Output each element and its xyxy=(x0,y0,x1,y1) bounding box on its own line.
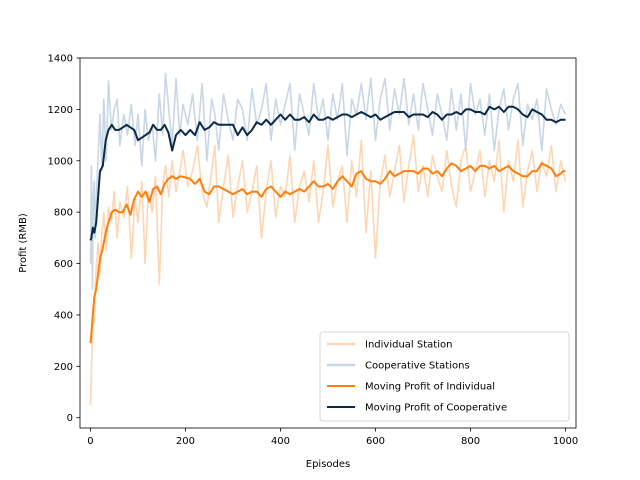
y-axis-ticks: 0 200 400 600 800 1000 1200 1400 xyxy=(48,54,80,424)
x-tick-label: 400 xyxy=(271,436,290,447)
x-tick-label: 600 xyxy=(366,436,385,447)
y-tick-label: 800 xyxy=(54,208,73,219)
y-tick-label: 600 xyxy=(54,259,73,270)
x-tick-label: 1000 xyxy=(553,436,578,447)
plot-frame xyxy=(79,57,577,429)
legend: Individual Station Cooperative Stations Mo… xyxy=(319,331,570,422)
x-axis-ticks: 0 200 400 600 800 1000 xyxy=(87,428,578,447)
y-tick-label: 0 xyxy=(67,413,73,424)
series-line-individual-station xyxy=(89,134,567,405)
y-tick-label: 400 xyxy=(54,310,73,321)
x-axis-label: Episodes xyxy=(306,459,350,470)
legend-label-moving-profit-of-individual: Moving Profit of Individual xyxy=(365,382,495,393)
legend-label-individual-station: Individual Station xyxy=(365,340,452,351)
y-tick-label: 1400 xyxy=(48,54,73,65)
legend-label-cooperative-stations: Cooperative Stations xyxy=(365,361,470,372)
y-axis-label: Profit (RMB) xyxy=(18,213,29,273)
series-line-moving-profit-of-cooperative xyxy=(89,105,566,241)
y-tick-label: 1200 xyxy=(48,105,73,116)
legend-box xyxy=(319,331,570,422)
x-tick-label: 0 xyxy=(87,436,93,447)
y-tick-label: 1000 xyxy=(48,156,73,167)
y-tick-label: 200 xyxy=(54,362,73,373)
legend-items: Individual Station Cooperative Stations Mo… xyxy=(327,340,507,414)
legend-label-moving-profit-of-cooperative: Moving Profit of Cooperative xyxy=(365,403,507,414)
series-layer xyxy=(89,72,567,405)
series-line-moving-profit-of-individual xyxy=(89,162,566,344)
x-tick-label: 200 xyxy=(176,436,195,447)
plot-area xyxy=(79,57,577,429)
x-tick-label: 800 xyxy=(461,436,480,447)
